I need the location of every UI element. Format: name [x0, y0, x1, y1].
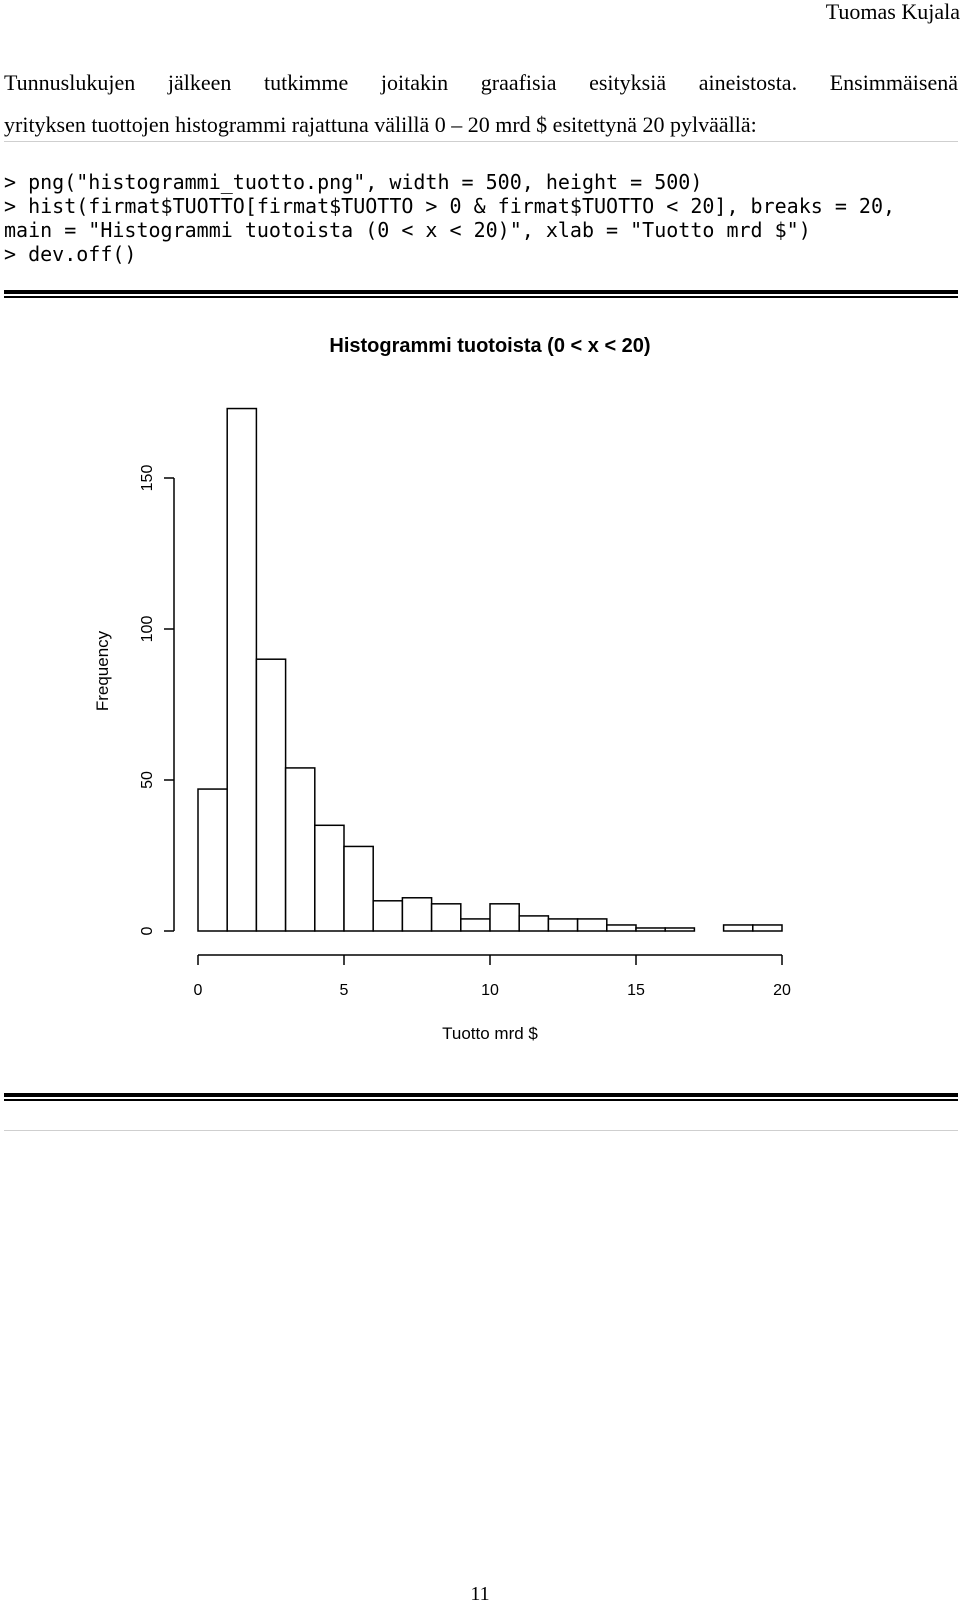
- histogram-bar: [635, 927, 666, 932]
- paragraph-line-2: yrityksen tuottojen histogrammi rajattun…: [4, 112, 757, 137]
- paragraph-line-1: Tunnuslukujen jälkeen tutkimme joitakin …: [4, 70, 958, 95]
- y-axis-label: Frequency: [93, 630, 112, 711]
- histogram-bar: [314, 824, 345, 932]
- histogram-bar: [430, 903, 462, 932]
- body-paragraph: Tunnuslukujen jälkeen tutkimme joitakin …: [4, 62, 958, 146]
- code-line: > hist(firmat$TUOTTO[firmat$TUOTTO > 0 &…: [4, 194, 896, 218]
- x-tick-label: 20: [773, 982, 791, 999]
- y-axis: 0 50 100 150: [139, 465, 175, 935]
- code-line: main = "Histogrammi tuotoista (0 < x < 2…: [4, 218, 811, 242]
- code-line: > png("histogrammi_tuotto.png", width = …: [4, 170, 703, 194]
- histogram-bar: [722, 924, 754, 932]
- x-axis-label: Tuotto mrd $: [442, 1024, 538, 1043]
- histogram-bar: [255, 658, 287, 932]
- code-line: > dev.off(): [4, 242, 137, 266]
- y-tick-label: 100: [139, 616, 156, 643]
- histogram-bar: [226, 407, 258, 932]
- histogram-bar: [372, 900, 404, 932]
- y-tick-label: 0: [139, 926, 156, 935]
- figure-bottom-divider: [4, 1130, 958, 1131]
- y-tick-label: 150: [139, 465, 156, 492]
- x-tick-label: 0: [194, 982, 203, 999]
- histogram-bar: [606, 924, 637, 932]
- y-tick-label: 50: [139, 771, 156, 789]
- x-tick-label: 5: [340, 982, 349, 999]
- histogram-bar: [547, 918, 579, 932]
- histogram-bar: [343, 845, 374, 932]
- histogram-bar: [401, 897, 433, 932]
- histogram-figure: Histogrammi tuotoista (0 < x < 20) 0 50 10…: [4, 305, 958, 1105]
- figure-top-rule: [4, 290, 958, 298]
- histogram-bar: [489, 903, 520, 932]
- x-tick-label: 10: [481, 982, 499, 999]
- x-axis: 0 5 10 15 20: [194, 954, 791, 999]
- page-number: 11: [470, 1583, 490, 1605]
- histogram-bar: [284, 767, 316, 932]
- x-tick-label: 15: [627, 982, 645, 999]
- histogram-chart: Histogrammi tuotoista (0 < x < 20) 05010…: [93, 335, 791, 1043]
- histogram-bar: [664, 927, 696, 932]
- r-code-block: > png("histogrammi_tuotto.png", width = …: [4, 170, 895, 266]
- chart-title: Histogrammi tuotoista (0 < x < 20): [329, 335, 650, 357]
- histogram-bar: [197, 788, 228, 932]
- histogram-bar: [460, 918, 491, 932]
- figure-bottom-rule: [4, 1093, 958, 1101]
- histogram-bar: [518, 915, 550, 932]
- code-top-divider: [4, 141, 958, 142]
- histogram-bars: [197, 407, 783, 932]
- running-header-author: Tuomas Kujala: [825, 0, 960, 24]
- histogram-bar: [752, 924, 783, 932]
- histogram-bar: [576, 918, 608, 932]
